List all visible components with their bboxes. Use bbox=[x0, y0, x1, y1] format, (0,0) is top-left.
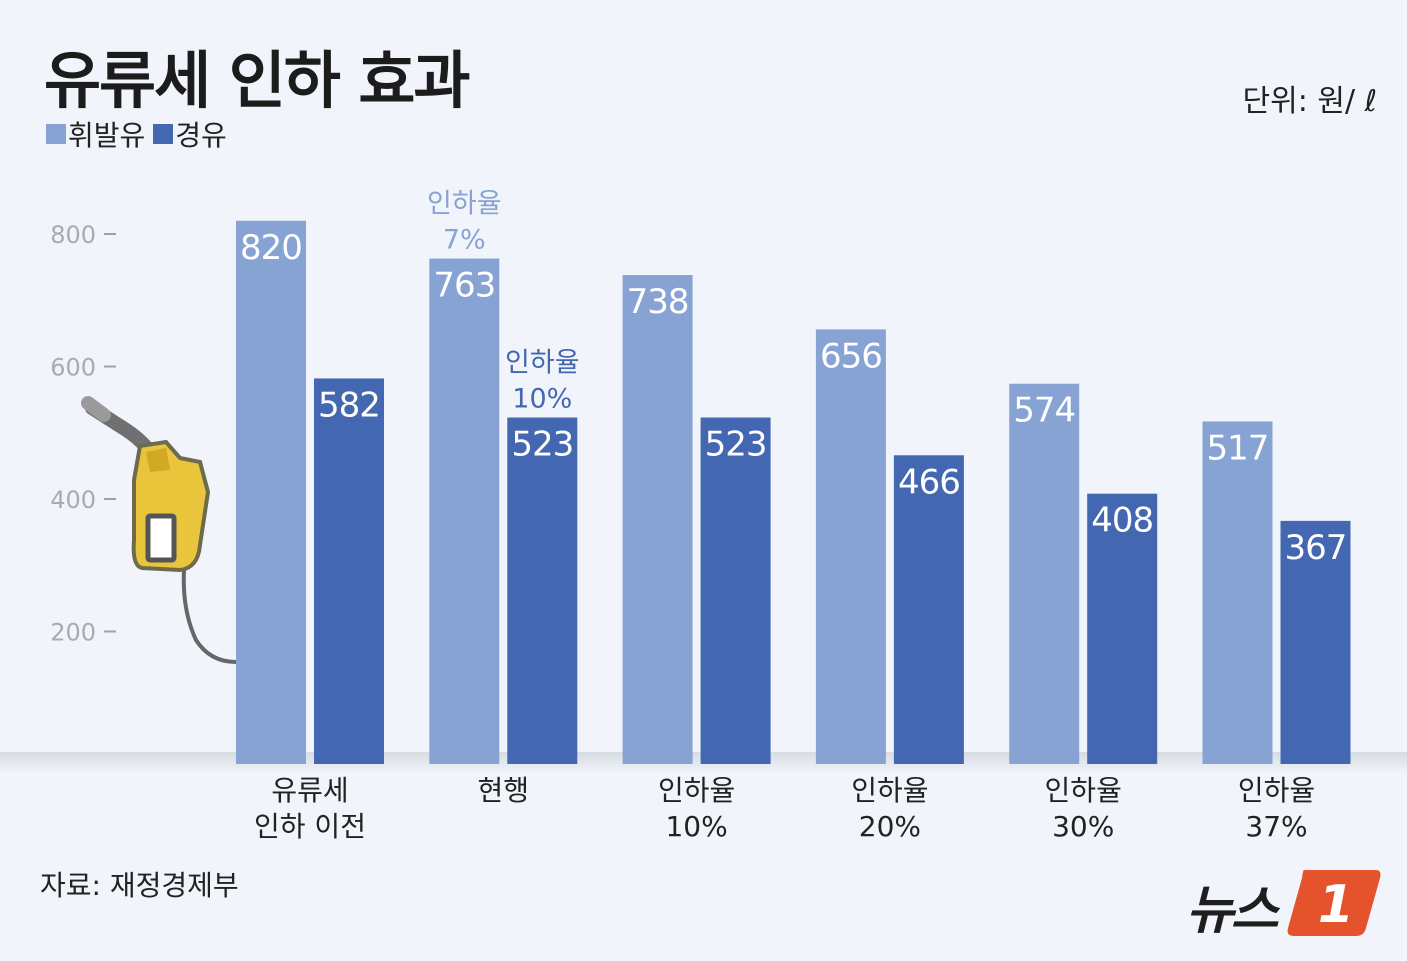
bars-group bbox=[236, 220, 1351, 764]
value-label-gasoline-0: 820 bbox=[240, 228, 302, 268]
x-tick-label-1: 현행 bbox=[478, 774, 530, 807]
fuel-nozzle-icon bbox=[81, 396, 237, 664]
annotation-1: 인하율 10% bbox=[505, 348, 580, 415]
value-label-gasoline-5: 517 bbox=[1207, 428, 1269, 468]
value-label-diesel-5: 367 bbox=[1285, 528, 1347, 568]
value-label-diesel-4: 408 bbox=[1091, 501, 1153, 541]
x-tick-label-5: 인하율 37% bbox=[1238, 774, 1315, 843]
legend-swatch-gasoline bbox=[46, 124, 66, 144]
legend-label-diesel: 경유 bbox=[175, 119, 227, 152]
legend-label-gasoline: 휘발유 bbox=[68, 119, 146, 152]
x-axis-labels: 유류세 인하 이전 현행 인하율 10% 인하율 20% 인하율 30% 인하율 37% bbox=[254, 774, 1315, 843]
source-note: 자료: 재정경제부 bbox=[40, 869, 239, 902]
value-label-diesel-0: 582 bbox=[318, 385, 380, 425]
bar-diesel-2 bbox=[700, 417, 771, 764]
y-tick-label-600: 600 bbox=[50, 354, 96, 382]
value-label-diesel-3: 466 bbox=[898, 462, 960, 502]
bar-gasoline-2 bbox=[622, 275, 693, 764]
bar-gasoline-0 bbox=[236, 220, 306, 764]
bar-diesel-1 bbox=[507, 417, 578, 764]
value-label-gasoline-4: 574 bbox=[1013, 391, 1075, 431]
x-tick-label-4: 인하율 30% bbox=[1045, 774, 1122, 843]
chart-title: 유류세 인하 효과 bbox=[44, 44, 470, 117]
value-label-gasoline-3: 656 bbox=[820, 336, 882, 376]
y-tick-label-200: 200 bbox=[50, 619, 96, 647]
bar-diesel-5 bbox=[1280, 520, 1351, 764]
annotations-group: 인하율 7% 인하율 10% bbox=[427, 189, 580, 415]
value-label-diesel-1: 523 bbox=[511, 425, 573, 465]
logo-mark-icon: 1 bbox=[1287, 870, 1381, 936]
y-tick-label-800: 800 bbox=[50, 221, 96, 249]
y-axis: 200 400 600 800 bbox=[50, 221, 116, 647]
bar-gasoline-1 bbox=[429, 258, 500, 764]
unit-label: 단위: 원/ ℓ bbox=[1242, 84, 1377, 119]
legend-item-gasoline: 휘발유 bbox=[46, 114, 145, 154]
bar-diesel-0 bbox=[314, 378, 384, 764]
bar-diesel-4 bbox=[1087, 493, 1158, 764]
logo-wordmark: 뉴스 bbox=[1186, 881, 1279, 941]
value-label-diesel-2: 523 bbox=[705, 425, 767, 465]
bar-gasoline-4 bbox=[1009, 383, 1080, 764]
bar-diesel-3 bbox=[893, 455, 964, 764]
bar-gasoline-3 bbox=[815, 329, 886, 764]
value-label-gasoline-1: 763 bbox=[433, 266, 495, 306]
legend-swatch-diesel bbox=[153, 124, 174, 144]
y-tick-label-400: 400 bbox=[50, 486, 96, 514]
annotation-0: 인하율 7% bbox=[427, 189, 502, 256]
news1-logo: 뉴스 1 bbox=[1186, 866, 1382, 941]
legend-item-diesel: 경유 bbox=[153, 114, 227, 154]
x-tick-label-3: 인하율 20% bbox=[851, 774, 928, 843]
x-tick-label-0: 유류세 인하 이전 bbox=[254, 774, 366, 843]
x-tick-label-2: 인하율 10% bbox=[658, 774, 735, 843]
svg-text:1: 1 bbox=[1318, 875, 1354, 935]
value-labels-group: 820 582 763 523 738 523 656 466 574 408 517 367 bbox=[240, 228, 1347, 568]
value-label-gasoline-2: 738 bbox=[627, 282, 689, 322]
legend: 휘발유 경유 bbox=[46, 114, 227, 154]
bar-gasoline-5 bbox=[1202, 421, 1273, 764]
